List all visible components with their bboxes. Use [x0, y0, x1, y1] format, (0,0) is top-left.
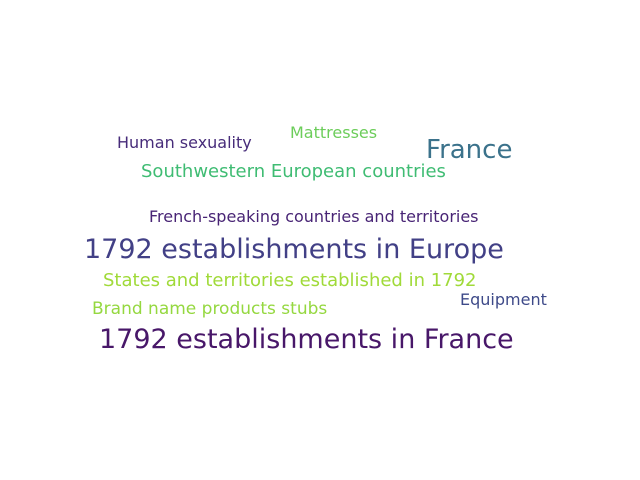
word-1792-establishments-europe: 1792 establishments in Europe	[84, 234, 504, 265]
word-1792-establishments-france: 1792 establishments in France	[99, 324, 514, 355]
word-mattresses: Mattresses	[290, 123, 378, 142]
word-equipment: Equipment	[460, 290, 547, 309]
word-states-territories-1792: States and territories established in 17…	[103, 270, 477, 291]
word-french-speaking-countries: French-speaking countries and territorie…	[149, 207, 479, 226]
word-brand-name-products-stubs: Brand name products stubs	[92, 299, 328, 319]
word-southwestern-european-countries: Southwestern European countries	[141, 161, 446, 182]
word-france: France	[426, 135, 513, 165]
word-human-sexuality: Human sexuality	[117, 133, 252, 152]
